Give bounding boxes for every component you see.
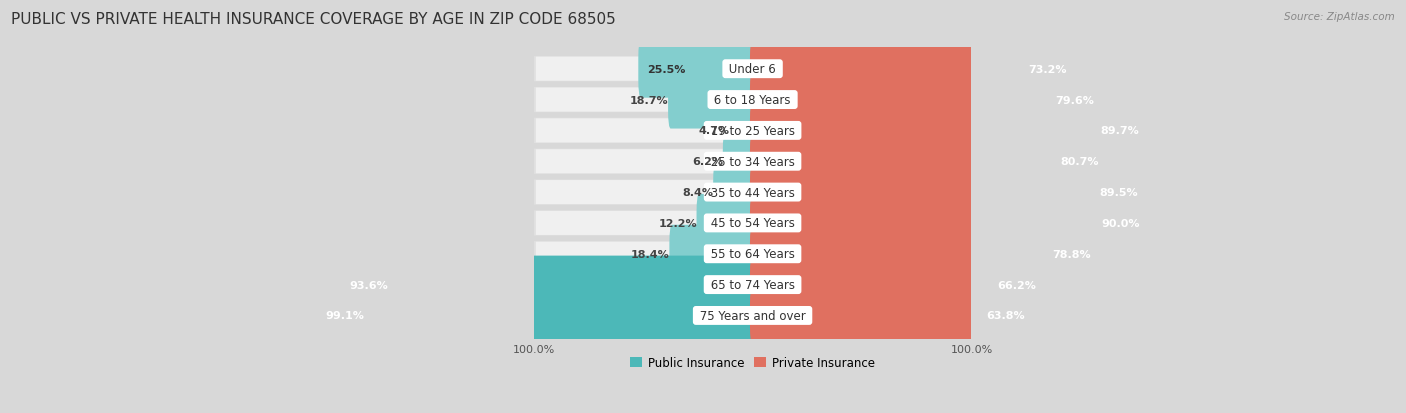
Text: 66.2%: 66.2% bbox=[997, 280, 1036, 290]
FancyBboxPatch shape bbox=[536, 180, 969, 204]
Text: Under 6: Under 6 bbox=[725, 63, 780, 76]
FancyBboxPatch shape bbox=[536, 150, 969, 174]
FancyBboxPatch shape bbox=[749, 225, 1101, 283]
FancyBboxPatch shape bbox=[536, 88, 969, 112]
FancyBboxPatch shape bbox=[713, 164, 755, 221]
Text: 25.5%: 25.5% bbox=[648, 64, 686, 74]
FancyBboxPatch shape bbox=[749, 102, 1147, 160]
Text: 75 Years and over: 75 Years and over bbox=[696, 309, 810, 322]
Legend: Public Insurance, Private Insurance: Public Insurance, Private Insurance bbox=[626, 351, 880, 374]
Text: 89.5%: 89.5% bbox=[1099, 188, 1137, 197]
Text: 63.8%: 63.8% bbox=[987, 311, 1025, 320]
FancyBboxPatch shape bbox=[668, 71, 755, 129]
Text: 12.2%: 12.2% bbox=[658, 218, 697, 228]
Text: 65 to 74 Years: 65 to 74 Years bbox=[707, 278, 799, 292]
Text: 6 to 18 Years: 6 to 18 Years bbox=[710, 94, 794, 107]
FancyBboxPatch shape bbox=[749, 133, 1108, 191]
FancyBboxPatch shape bbox=[749, 195, 1149, 252]
FancyBboxPatch shape bbox=[536, 242, 969, 266]
FancyBboxPatch shape bbox=[536, 304, 969, 328]
Text: Source: ZipAtlas.com: Source: ZipAtlas.com bbox=[1284, 12, 1395, 22]
FancyBboxPatch shape bbox=[534, 180, 972, 205]
FancyBboxPatch shape bbox=[536, 273, 969, 297]
FancyBboxPatch shape bbox=[534, 57, 972, 82]
FancyBboxPatch shape bbox=[749, 164, 1147, 221]
FancyBboxPatch shape bbox=[696, 195, 755, 252]
FancyBboxPatch shape bbox=[534, 149, 972, 174]
FancyBboxPatch shape bbox=[534, 303, 972, 328]
FancyBboxPatch shape bbox=[534, 272, 972, 297]
FancyBboxPatch shape bbox=[340, 256, 755, 314]
Text: 18.4%: 18.4% bbox=[631, 249, 669, 259]
FancyBboxPatch shape bbox=[749, 287, 1035, 344]
Text: 90.0%: 90.0% bbox=[1101, 218, 1140, 228]
FancyBboxPatch shape bbox=[749, 40, 1076, 98]
FancyBboxPatch shape bbox=[730, 102, 755, 160]
FancyBboxPatch shape bbox=[534, 119, 972, 144]
FancyBboxPatch shape bbox=[536, 119, 969, 143]
FancyBboxPatch shape bbox=[534, 211, 972, 236]
Text: 25 to 34 Years: 25 to 34 Years bbox=[707, 155, 799, 169]
Text: 79.6%: 79.6% bbox=[1056, 95, 1094, 105]
Text: 93.6%: 93.6% bbox=[349, 280, 388, 290]
Text: 78.8%: 78.8% bbox=[1052, 249, 1091, 259]
Text: 99.1%: 99.1% bbox=[325, 311, 364, 320]
FancyBboxPatch shape bbox=[638, 40, 755, 98]
FancyBboxPatch shape bbox=[749, 256, 1045, 314]
Text: 18.7%: 18.7% bbox=[630, 95, 668, 105]
Text: 45 to 54 Years: 45 to 54 Years bbox=[707, 217, 799, 230]
Text: 55 to 64 Years: 55 to 64 Years bbox=[707, 248, 799, 261]
FancyBboxPatch shape bbox=[536, 211, 969, 235]
FancyBboxPatch shape bbox=[536, 57, 969, 81]
Text: 80.7%: 80.7% bbox=[1060, 157, 1099, 167]
FancyBboxPatch shape bbox=[534, 88, 972, 113]
Text: 73.2%: 73.2% bbox=[1028, 64, 1067, 74]
FancyBboxPatch shape bbox=[534, 242, 972, 267]
Text: 6.2%: 6.2% bbox=[692, 157, 723, 167]
Text: 35 to 44 Years: 35 to 44 Years bbox=[707, 186, 799, 199]
FancyBboxPatch shape bbox=[749, 71, 1104, 129]
FancyBboxPatch shape bbox=[316, 287, 755, 344]
Text: 8.4%: 8.4% bbox=[683, 188, 714, 197]
Text: PUBLIC VS PRIVATE HEALTH INSURANCE COVERAGE BY AGE IN ZIP CODE 68505: PUBLIC VS PRIVATE HEALTH INSURANCE COVER… bbox=[11, 12, 616, 27]
FancyBboxPatch shape bbox=[669, 225, 755, 283]
Text: 4.7%: 4.7% bbox=[699, 126, 730, 136]
Text: 19 to 25 Years: 19 to 25 Years bbox=[707, 125, 799, 138]
Text: 89.7%: 89.7% bbox=[1099, 126, 1139, 136]
FancyBboxPatch shape bbox=[723, 133, 755, 191]
